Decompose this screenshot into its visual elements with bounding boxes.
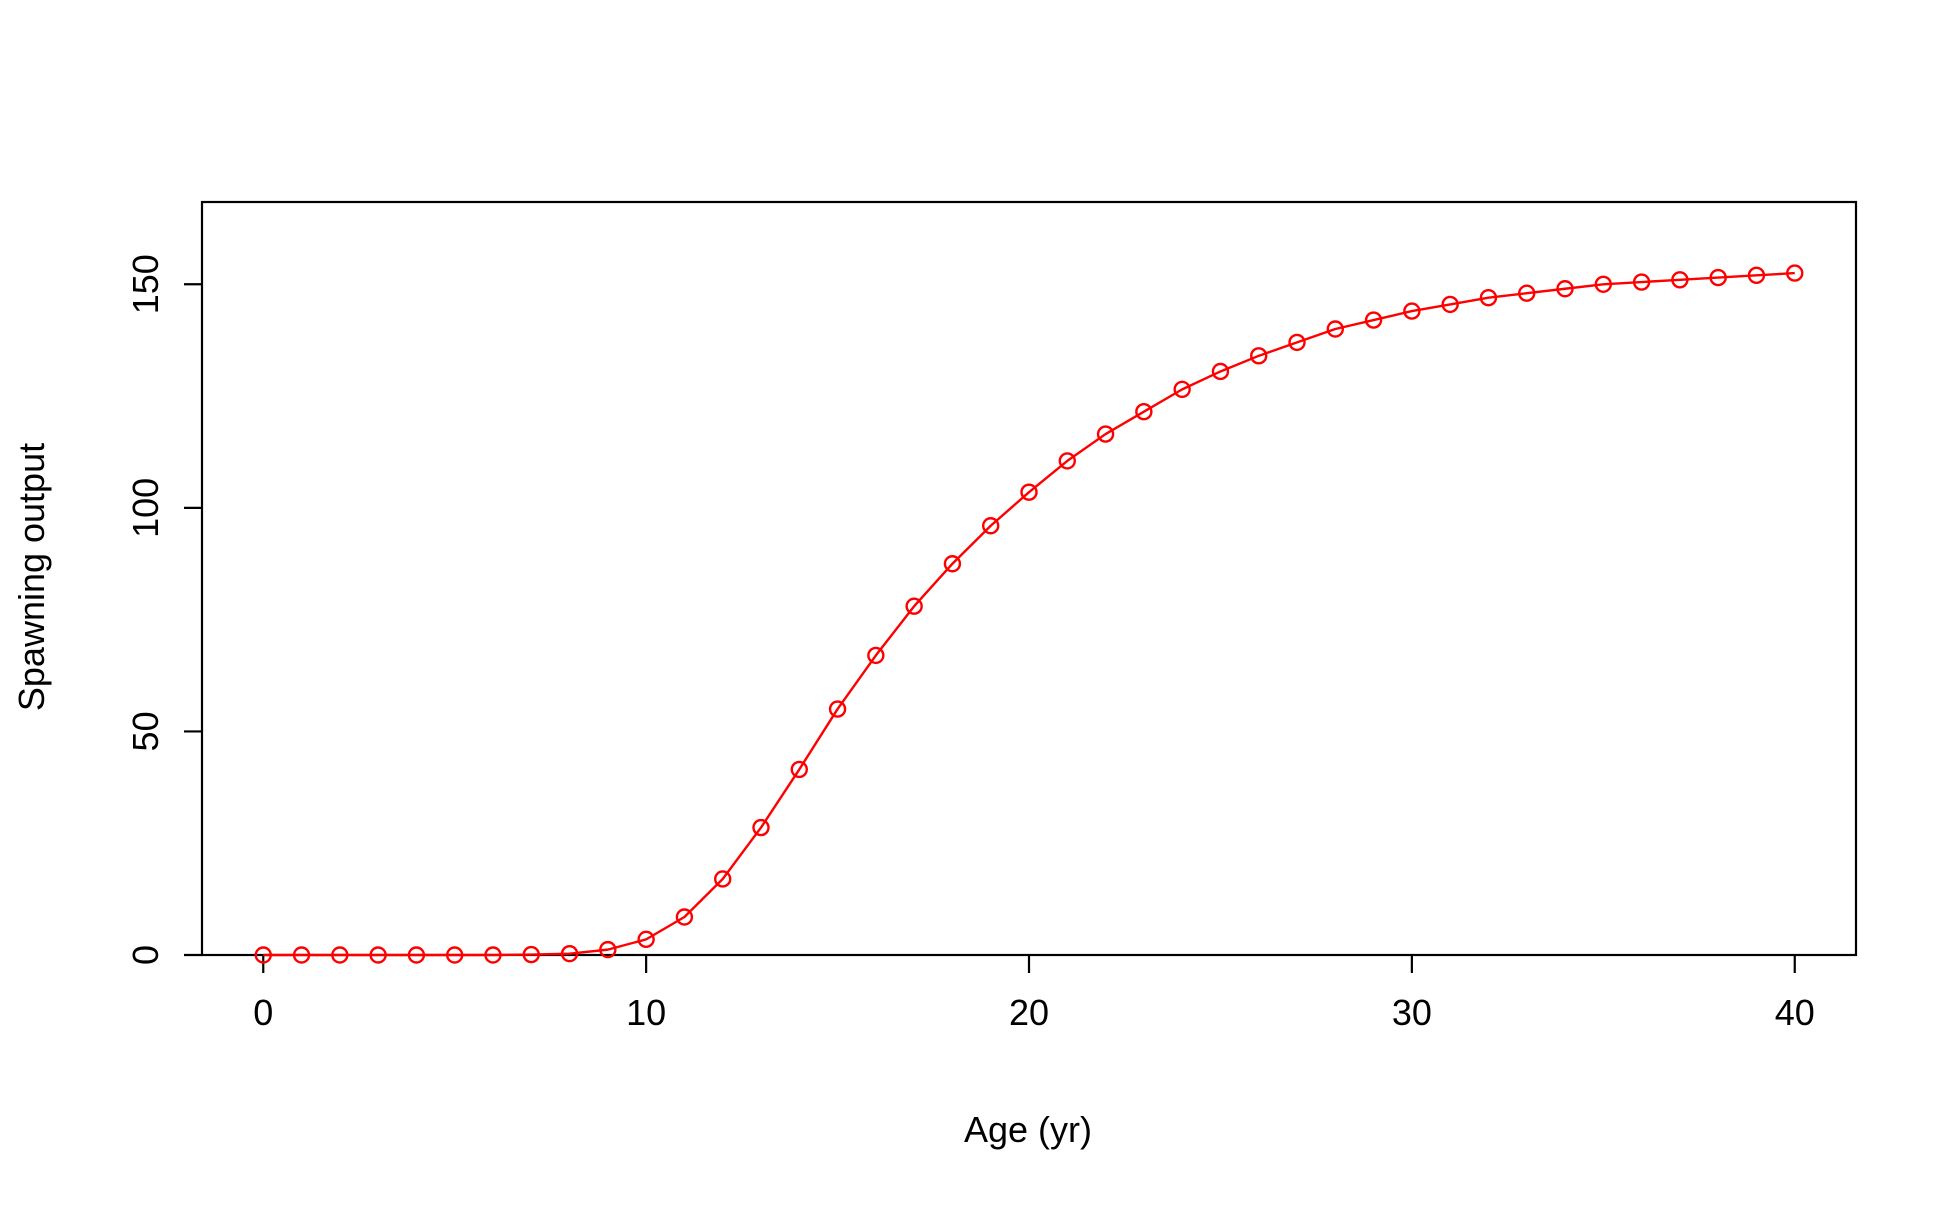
data-point-34 — [1556, 280, 1574, 298]
data-point-11 — [675, 908, 694, 926]
data-point-24 — [1173, 380, 1191, 399]
data-point-27 — [1288, 333, 1306, 352]
data-point-10 — [637, 930, 655, 949]
data-point-7 — [522, 945, 540, 964]
data-point-37 — [1671, 271, 1689, 289]
data-point-2 — [331, 946, 349, 964]
plot-frame — [200, 200, 1858, 957]
y-tick-label-1: 50 — [125, 711, 166, 751]
series-line-0 — [263, 271, 1795, 957]
data-point-6 — [484, 946, 502, 964]
data-point-29 — [1364, 311, 1383, 329]
data-point-9 — [599, 940, 617, 959]
x-tick-label-1: 10 — [626, 992, 666, 1033]
data-point-15 — [828, 700, 847, 718]
x-tick-label-3: 30 — [1392, 992, 1432, 1033]
data-point-39 — [1747, 266, 1766, 285]
x-tick-label-0: 0 — [253, 992, 273, 1033]
data-point-16 — [867, 646, 885, 665]
data-point-26 — [1250, 347, 1268, 365]
data-point-28 — [1326, 320, 1345, 338]
data-point-21 — [1058, 452, 1076, 470]
data-point-18 — [943, 555, 962, 573]
data-point-19 — [982, 517, 1000, 535]
x-axis-title: Age (yr) — [964, 1109, 1092, 1150]
data-point-4 — [407, 946, 426, 964]
data-point-1 — [292, 946, 311, 964]
data-point-20 — [1020, 483, 1038, 501]
data-point-23 — [1135, 403, 1153, 421]
data-point-36 — [1632, 273, 1651, 291]
data-point-13 — [752, 818, 770, 837]
data-point-5 — [445, 946, 464, 964]
data-point-38 — [1709, 268, 1727, 287]
y-tick-label-2: 100 — [125, 478, 166, 538]
data-point-14 — [790, 760, 808, 779]
data-point-31 — [1441, 295, 1459, 314]
data-point-0 — [254, 946, 272, 964]
data-point-3 — [369, 946, 387, 964]
data-point-33 — [1518, 284, 1536, 302]
data-point-25 — [1211, 362, 1230, 381]
data-point-35 — [1594, 275, 1613, 293]
data-point-22 — [1096, 425, 1115, 443]
data-point-17 — [905, 597, 923, 615]
y-axis-title: Spawning output — [11, 443, 52, 711]
x-tick-label-4: 40 — [1775, 992, 1815, 1033]
data-point-8 — [560, 944, 579, 963]
data-point-12 — [714, 870, 732, 888]
data-point-30 — [1403, 302, 1421, 320]
data-point-40 — [1786, 264, 1804, 282]
data-point-32 — [1479, 288, 1498, 307]
y-tick-label-3: 150 — [125, 254, 166, 314]
y-tick-label-0: 0 — [125, 945, 166, 965]
x-tick-label-2: 20 — [1009, 992, 1049, 1033]
